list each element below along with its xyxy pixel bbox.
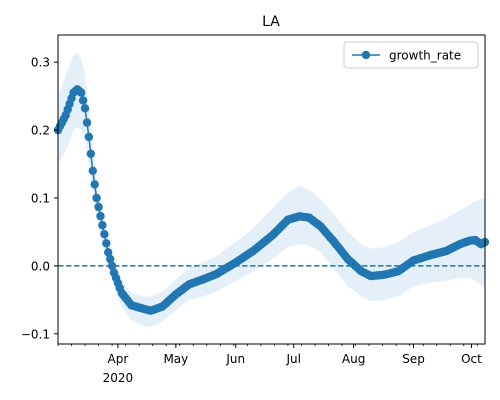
data-point	[78, 96, 88, 105]
data-point	[92, 193, 101, 203]
legend-label: growth_rate	[389, 49, 461, 63]
data-point	[106, 254, 115, 264]
data-point	[102, 239, 111, 248]
confidence-band-area	[58, 52, 485, 327]
data-point	[82, 118, 92, 127]
axes: −0.1 0.0 0.1 0.2 0.3 Apr 2020 May Jun Jul Aug Sep Oc…	[21, 34, 486, 385]
data-point	[107, 261, 117, 271]
data-point	[77, 88, 86, 97]
plot-frame	[57, 34, 486, 345]
confidence-band	[58, 52, 485, 327]
y-tick-label: 0.0	[31, 259, 50, 273]
x-tick-label: Jun	[225, 352, 245, 366]
y-tick-label: 0.2	[31, 124, 50, 138]
legend-box	[343, 41, 479, 69]
x-tick-sublabel: 2020	[103, 371, 134, 385]
x-tick-label: Jul	[285, 352, 300, 366]
data-point	[84, 132, 94, 142]
data-point	[104, 248, 113, 257]
series-growth-rate	[53, 85, 490, 315]
y-tick-label: 0.1	[31, 191, 50, 205]
x-tick-label: May	[163, 352, 188, 366]
data-point	[80, 104, 90, 113]
x-tick-label: Apr	[108, 352, 129, 366]
x-tick-label: Sep	[402, 352, 425, 366]
data-point	[90, 180, 99, 189]
legend-marker	[361, 50, 371, 60]
y-tick-label: −0.1	[21, 327, 50, 341]
data-point	[98, 221, 107, 230]
y-tick-label: 0.3	[31, 56, 50, 70]
x-tick-label: Aug	[342, 352, 365, 366]
x-tick-label: Oct	[461, 352, 482, 366]
chart-title: LA	[262, 14, 280, 30]
data-point	[94, 202, 103, 212]
legend: growth_rate	[343, 41, 479, 69]
data-point	[86, 149, 96, 158]
data-point	[88, 166, 98, 175]
data-point	[96, 211, 105, 221]
data-point	[100, 230, 109, 239]
